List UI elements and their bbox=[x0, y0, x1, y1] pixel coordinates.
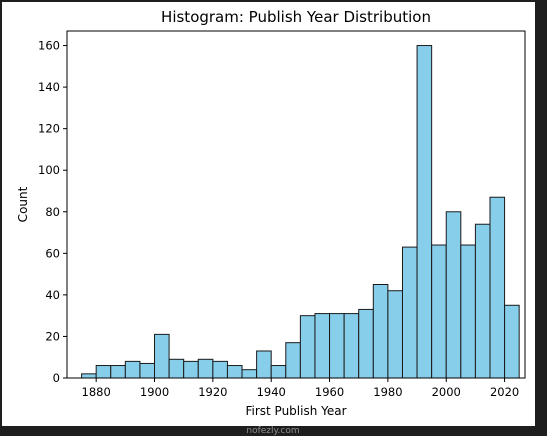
y-tick-label: 0 bbox=[53, 371, 60, 385]
histogram-bar bbox=[431, 244, 447, 379]
x-tick-label: 1960 bbox=[315, 385, 344, 399]
histogram-bar bbox=[95, 365, 112, 379]
histogram-bar bbox=[343, 313, 360, 379]
histogram-bar bbox=[299, 315, 316, 379]
histogram-bar bbox=[285, 342, 301, 379]
y-tick-label: 60 bbox=[45, 246, 60, 260]
x-tick-label: 2000 bbox=[432, 385, 461, 399]
x-tick-label: 1880 bbox=[82, 385, 111, 399]
x-tick-label: 2020 bbox=[490, 385, 519, 399]
x-tick-label: 1900 bbox=[140, 385, 169, 399]
y-axis-ticks: 0 20 40 60 80 100 120 140 160 bbox=[38, 39, 67, 385]
y-tick-label: 80 bbox=[45, 205, 60, 219]
histogram-bar bbox=[372, 283, 389, 379]
y-tick-label: 20 bbox=[45, 329, 60, 343]
histogram-bar bbox=[358, 308, 374, 379]
histogram-bar bbox=[168, 358, 185, 379]
y-tick-label: 100 bbox=[38, 163, 60, 177]
histogram-bar bbox=[124, 360, 141, 379]
histogram-bar bbox=[401, 246, 418, 379]
histogram-bar bbox=[256, 350, 272, 379]
histogram-bar bbox=[460, 244, 476, 379]
histogram-bar bbox=[329, 313, 345, 379]
histogram-bar bbox=[81, 373, 97, 379]
histogram-bar bbox=[314, 313, 331, 379]
histogram-bar bbox=[241, 369, 258, 379]
histogram-bar bbox=[416, 45, 433, 379]
chart-title: Histogram: Publish Year Distribution bbox=[161, 8, 431, 26]
histogram-bar bbox=[504, 304, 520, 379]
histogram-bar bbox=[387, 290, 403, 379]
y-tick-label: 140 bbox=[38, 80, 60, 94]
x-tick-label: 1980 bbox=[373, 385, 402, 399]
y-tick-label: 120 bbox=[38, 122, 60, 136]
histogram-bar bbox=[110, 365, 126, 379]
histogram-bar bbox=[154, 333, 170, 379]
histogram-bar bbox=[183, 360, 199, 379]
x-tick-label: 1940 bbox=[257, 385, 286, 399]
histogram-bar bbox=[212, 360, 228, 379]
histogram-bar bbox=[197, 358, 214, 379]
watermark-text: nofezly.com bbox=[246, 426, 299, 436]
plot-area-frame bbox=[66, 30, 526, 379]
histogram-bar bbox=[270, 365, 287, 379]
x-axis-label: First Publish Year bbox=[245, 404, 346, 418]
y-tick-label: 40 bbox=[45, 288, 60, 302]
histogram-bar bbox=[445, 211, 462, 379]
histogram-bar bbox=[139, 362, 156, 379]
histogram-bar bbox=[474, 223, 491, 379]
histogram-bar bbox=[489, 196, 506, 379]
bars-group bbox=[81, 45, 520, 379]
x-axis-ticks: 1880 1900 1920 1940 1960 1980 2000 2020 bbox=[82, 378, 519, 399]
histogram-bar bbox=[226, 365, 243, 379]
y-axis-label: Count bbox=[16, 186, 30, 222]
x-tick-label: 1920 bbox=[198, 385, 227, 399]
y-tick-label: 160 bbox=[38, 39, 60, 53]
